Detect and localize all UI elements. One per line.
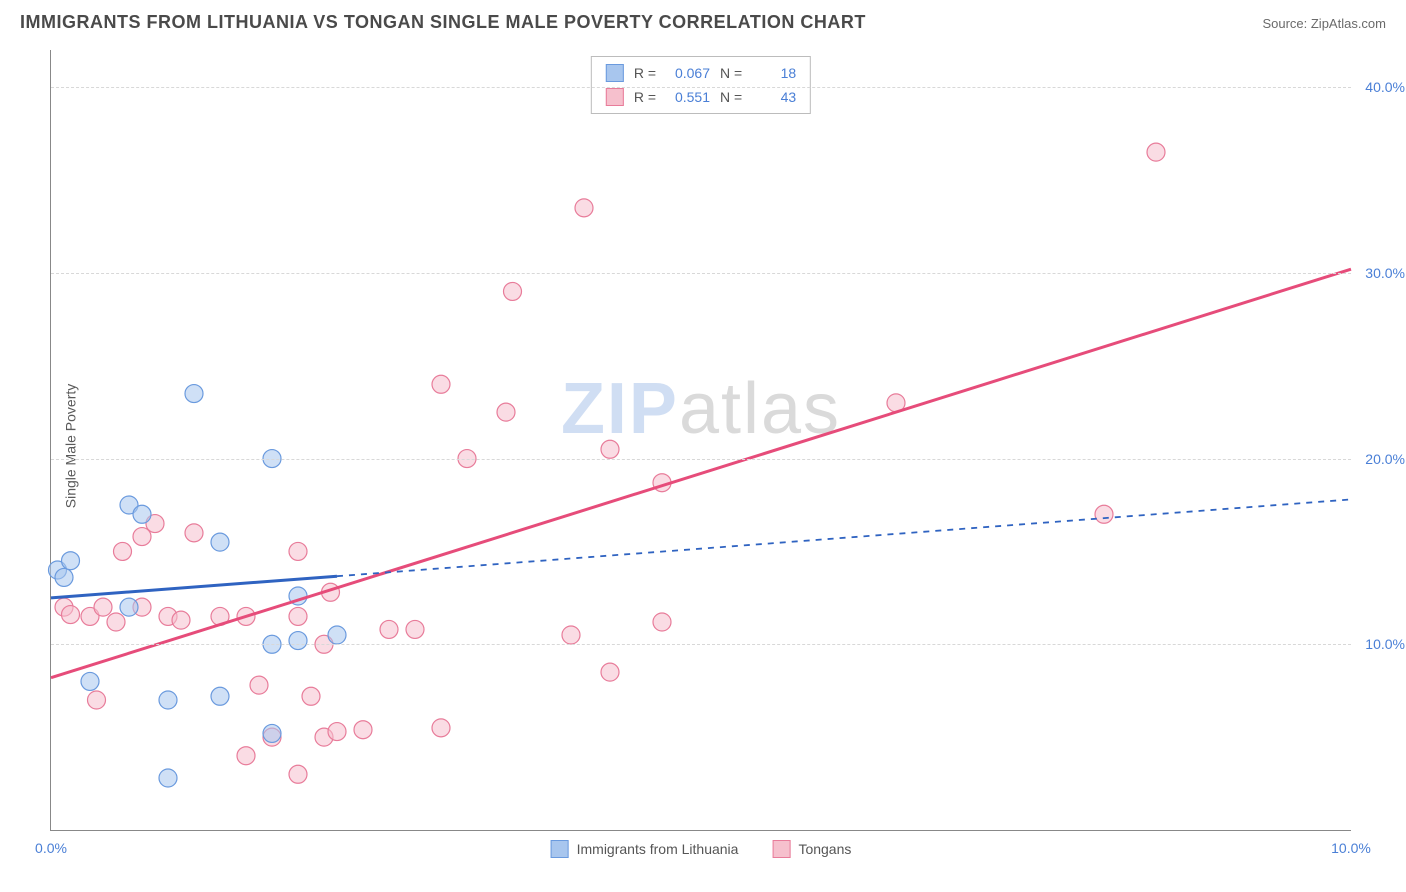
point-series-b: [250, 676, 268, 694]
point-series-b: [289, 607, 307, 625]
r-label: R =: [634, 61, 656, 85]
point-series-b: [107, 613, 125, 631]
gridline: [51, 459, 1351, 460]
x-tick-label: 10.0%: [1331, 840, 1371, 856]
swatch-series-a-icon: [606, 64, 624, 82]
point-series-a: [159, 691, 177, 709]
legend-item-a: Immigrants from Lithuania: [551, 840, 739, 858]
point-series-b: [432, 719, 450, 737]
point-series-b: [302, 687, 320, 705]
point-series-b: [504, 282, 522, 300]
point-series-a: [62, 552, 80, 570]
plot-area: ZIPatlas R = 0.067 N = 18 R = 0.551 N = …: [50, 50, 1351, 831]
point-series-b: [601, 440, 619, 458]
point-series-b: [1147, 143, 1165, 161]
point-series-b: [601, 663, 619, 681]
legend-item-b: Tongans: [772, 840, 851, 858]
point-series-b: [575, 199, 593, 217]
point-series-b: [653, 613, 671, 631]
gridline: [51, 87, 1351, 88]
point-series-b: [328, 723, 346, 741]
chart-container: IMMIGRANTS FROM LITHUANIA VS TONGAN SING…: [0, 0, 1406, 892]
legend-label-a: Immigrants from Lithuania: [577, 841, 739, 857]
point-series-a: [185, 385, 203, 403]
point-series-a: [263, 724, 281, 742]
point-series-b: [1095, 505, 1113, 523]
n-label: N =: [720, 85, 742, 109]
point-series-b: [185, 524, 203, 542]
gridline: [51, 273, 1351, 274]
point-series-a: [328, 626, 346, 644]
stats-row-b: R = 0.551 N = 43: [606, 85, 796, 109]
n-label: N =: [720, 61, 742, 85]
point-series-a: [159, 769, 177, 787]
y-tick-label: 20.0%: [1365, 451, 1405, 467]
point-series-b: [406, 620, 424, 638]
point-series-b: [497, 403, 515, 421]
point-series-a: [120, 598, 138, 616]
source-attribution: Source: ZipAtlas.com: [1262, 16, 1386, 31]
trendline-series-b: [51, 269, 1351, 678]
r-label: R =: [634, 85, 656, 109]
point-series-b: [237, 747, 255, 765]
r-value-b: 0.551: [666, 85, 710, 109]
point-series-b: [380, 620, 398, 638]
point-series-a: [81, 672, 99, 690]
y-tick-label: 40.0%: [1365, 79, 1405, 95]
point-series-a: [55, 568, 73, 586]
x-tick-label: 0.0%: [35, 840, 67, 856]
point-series-b: [172, 611, 190, 629]
point-series-b: [94, 598, 112, 616]
point-series-b: [354, 721, 372, 739]
gridline: [51, 644, 1351, 645]
chart-title: IMMIGRANTS FROM LITHUANIA VS TONGAN SING…: [20, 12, 866, 33]
swatch-series-b-icon: [772, 840, 790, 858]
chart-svg: [51, 50, 1351, 830]
point-series-b: [289, 765, 307, 783]
n-value-a: 18: [752, 61, 796, 85]
point-series-b: [289, 542, 307, 560]
n-value-b: 43: [752, 85, 796, 109]
point-series-b: [62, 606, 80, 624]
point-series-b: [88, 691, 106, 709]
r-value-a: 0.067: [666, 61, 710, 85]
legend-label-b: Tongans: [798, 841, 851, 857]
stats-row-a: R = 0.067 N = 18: [606, 61, 796, 85]
y-tick-label: 10.0%: [1365, 636, 1405, 652]
point-series-a: [289, 632, 307, 650]
point-series-b: [114, 542, 132, 560]
source-label: Source:: [1262, 16, 1310, 31]
point-series-b: [432, 375, 450, 393]
y-tick-label: 30.0%: [1365, 265, 1405, 281]
point-series-a: [211, 687, 229, 705]
trendline-series-a-dashed: [337, 499, 1351, 576]
point-series-a: [211, 533, 229, 551]
swatch-series-b-icon: [606, 88, 624, 106]
point-series-a: [133, 505, 151, 523]
stats-legend: R = 0.067 N = 18 R = 0.551 N = 43: [591, 56, 811, 114]
swatch-series-a-icon: [551, 840, 569, 858]
source-value: ZipAtlas.com: [1311, 16, 1386, 31]
series-legend: Immigrants from Lithuania Tongans: [551, 840, 852, 858]
point-series-b: [562, 626, 580, 644]
